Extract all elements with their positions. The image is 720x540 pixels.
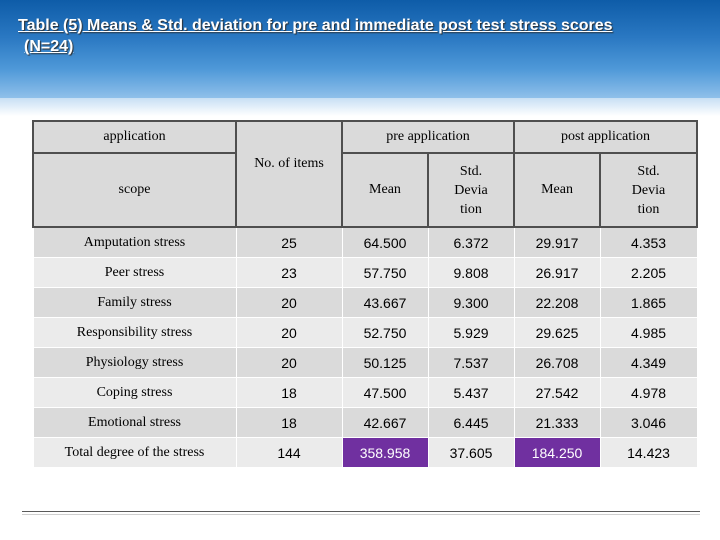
header-pre-mean: Mean <box>341 152 429 228</box>
header-no-of-items: No. of items <box>235 120 343 228</box>
cell-post-std: 1.865 <box>599 287 698 318</box>
cell-scope: Peer stress <box>32 257 237 288</box>
cell-post-std: 4.978 <box>599 377 698 408</box>
cell-post-mean: 26.917 <box>513 257 601 288</box>
cell-pre-std: 6.445 <box>427 407 515 438</box>
cell-pre-std: 6.372 <box>427 226 515 258</box>
cell-post-mean: 27.542 <box>513 377 601 408</box>
cell-items: 25 <box>235 226 343 258</box>
header-pre-std-l3: tion <box>460 201 482 217</box>
cell-pre-mean: 47.500 <box>341 377 429 408</box>
header-pre-std: Std. Devia tion <box>426 152 516 228</box>
title-line-1: Table (5) Means & Std. deviation for pre… <box>18 17 613 34</box>
cell-post-mean: 21.333 <box>513 407 601 438</box>
stress-scores-table: application No. of items pre application… <box>32 120 699 468</box>
cell-items: 20 <box>235 347 343 378</box>
cell-post-std: 14.423 <box>599 437 698 468</box>
table-header-row-1: application No. of items pre application… <box>32 120 699 228</box>
table-row: Responsibility stress 20 52.750 5.929 29… <box>32 317 698 348</box>
cell-post-mean-highlight: 184.250 <box>513 437 601 468</box>
header-post-std-l3: tion <box>637 201 660 217</box>
cell-post-mean: 29.625 <box>513 317 601 348</box>
cell-post-std: 2.205 <box>599 257 698 288</box>
cell-scope: Coping stress <box>32 377 237 408</box>
cell-post-std: 4.353 <box>599 226 698 258</box>
cell-items: 23 <box>235 257 343 288</box>
header-post-std-l2: Devia <box>631 182 666 198</box>
table-row: Coping stress 18 47.500 5.437 27.542 4.9… <box>32 377 698 408</box>
cell-pre-mean: 57.750 <box>341 257 429 288</box>
cell-pre-std: 5.437 <box>427 377 515 408</box>
cell-pre-std: 5.929 <box>427 317 515 348</box>
table-row: Peer stress 23 57.750 9.808 26.917 2.205 <box>32 257 698 288</box>
table-row: Family stress 20 43.667 9.300 22.208 1.8… <box>32 287 698 318</box>
cell-items: 18 <box>235 407 343 438</box>
cell-items: 20 <box>235 287 343 318</box>
cell-scope: Amputation stress <box>32 226 237 258</box>
header-pre-application: pre application <box>340 120 516 154</box>
cell-post-mean: 26.708 <box>513 347 601 378</box>
header-post-application: post application <box>513 120 699 154</box>
header-scope: scope <box>32 152 237 228</box>
cell-post-std: 4.349 <box>599 347 698 378</box>
header-post-std: Std. Devia tion <box>599 152 699 228</box>
cell-post-std: 4.985 <box>599 317 698 348</box>
cell-scope: Total degree of the stress <box>32 437 237 468</box>
cell-items: 144 <box>235 437 343 468</box>
cell-pre-std: 7.537 <box>427 347 515 378</box>
cell-scope: Emotional stress <box>32 407 237 438</box>
table-row: Emotional stress 18 42.667 6.445 21.333 … <box>32 407 698 438</box>
cell-scope: Responsibility stress <box>32 317 237 348</box>
header-post-mean: Mean <box>513 152 602 228</box>
cell-pre-mean: 42.667 <box>341 407 429 438</box>
cell-scope: Physiology stress <box>32 347 237 378</box>
header-application: application <box>32 120 237 154</box>
cell-pre-mean: 64.500 <box>341 226 429 258</box>
cell-pre-mean: 50.125 <box>341 347 429 378</box>
header-pre-std-l1: Std. <box>459 163 483 179</box>
header-pre-std-l2: Devia <box>454 182 488 198</box>
header-banner <box>0 0 720 98</box>
cell-post-std: 3.046 <box>599 407 698 438</box>
table-row-total: Total degree of the stress 144 358.958 3… <box>32 437 698 468</box>
cell-pre-std: 37.605 <box>427 437 515 468</box>
cell-pre-mean: 52.750 <box>341 317 429 348</box>
cell-pre-mean-highlight: 358.958 <box>341 437 429 468</box>
cell-pre-mean: 43.667 <box>341 287 429 318</box>
table-row: Amputation stress 25 64.500 6.372 29.917… <box>32 226 698 258</box>
cell-scope: Family stress <box>32 287 237 318</box>
header-post-std-l1: Std. <box>637 163 660 179</box>
title-line-2: (N=24) <box>24 38 74 55</box>
cell-items: 20 <box>235 317 343 348</box>
table-row: Physiology stress 20 50.125 7.537 26.708… <box>32 347 698 378</box>
cell-pre-std: 9.300 <box>427 287 515 318</box>
cell-pre-std: 9.808 <box>427 257 515 288</box>
cell-items: 18 <box>235 377 343 408</box>
cell-post-mean: 29.917 <box>513 226 601 258</box>
header-no-of-items-label: No. of items <box>254 156 324 171</box>
footer-divider-shadow <box>22 514 700 515</box>
table-header-row-2: scope Mean Std. Devia tion Mean Std. Dev… <box>32 152 699 228</box>
footer-divider <box>22 511 700 512</box>
page-title: Table (5) Means & Std. deviation for pre… <box>18 15 708 57</box>
header-fade <box>0 98 720 116</box>
cell-post-mean: 22.208 <box>513 287 601 318</box>
